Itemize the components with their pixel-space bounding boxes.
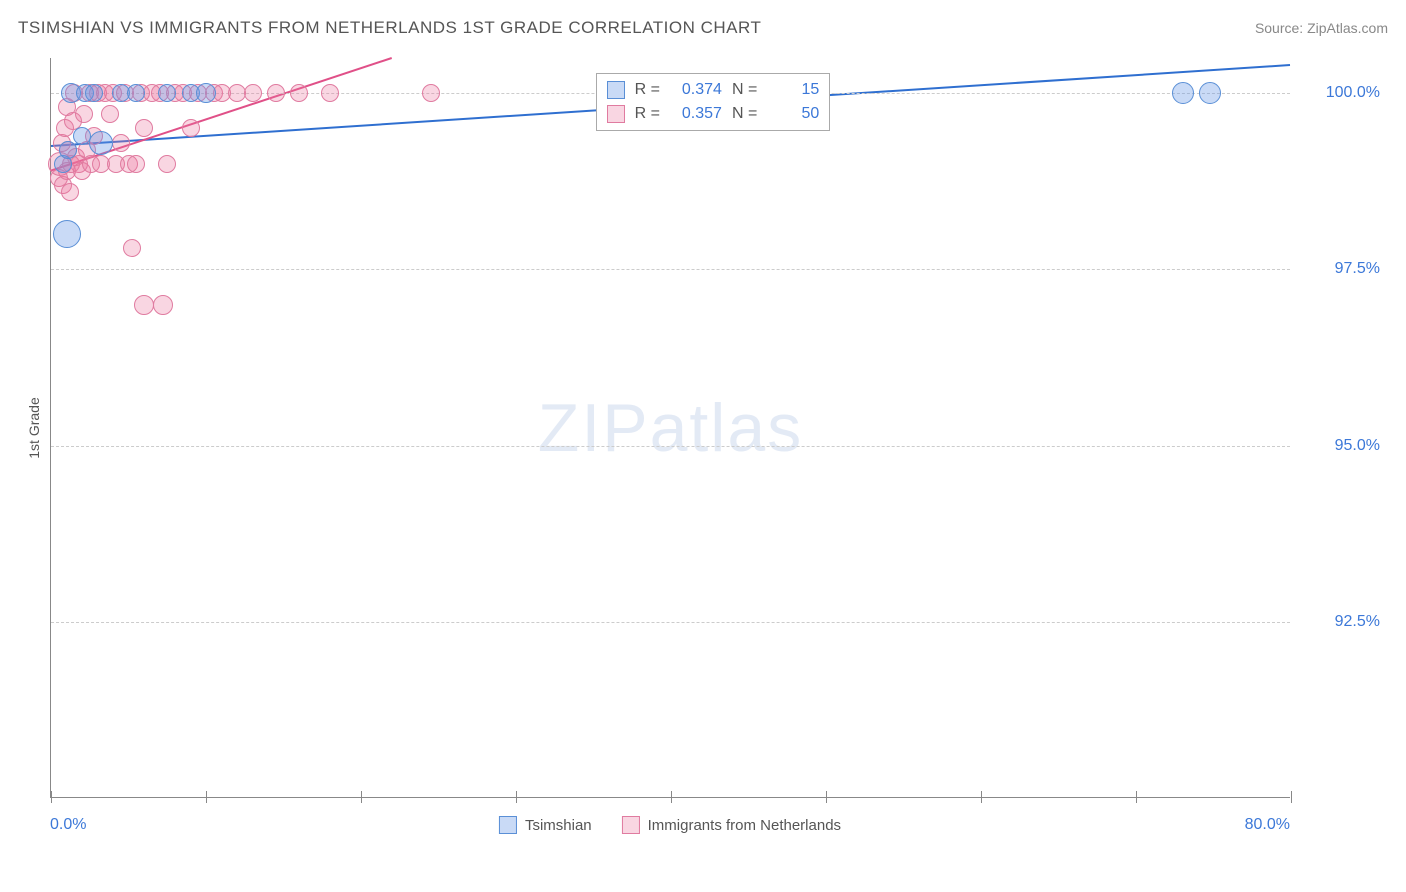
watermark: ZIPatlas	[538, 389, 803, 467]
legend-item: Immigrants from Netherlands	[622, 816, 841, 834]
r-label: R =	[635, 78, 660, 102]
scatter-point	[1199, 82, 1221, 104]
scatter-point	[53, 220, 81, 248]
scatter-point	[182, 119, 200, 137]
scatter-point	[112, 134, 130, 152]
gridline	[51, 622, 1290, 623]
x-tick	[206, 791, 207, 803]
scatter-point	[267, 84, 285, 102]
r-label: R =	[635, 102, 660, 126]
stats-row: R = 0.374 N = 15	[607, 78, 820, 102]
scatter-point	[89, 131, 113, 155]
n-label: N =	[732, 78, 757, 102]
swatch-icon	[607, 81, 625, 99]
swatch-icon	[607, 105, 625, 123]
x-tick	[981, 791, 982, 803]
scatter-point	[158, 155, 176, 173]
x-tick	[51, 791, 52, 803]
stats-row: R = 0.357 N = 50	[607, 102, 820, 126]
trend-lines	[51, 58, 1290, 797]
scatter-point	[422, 84, 440, 102]
legend-label: Immigrants from Netherlands	[648, 817, 841, 834]
n-value: 15	[767, 78, 819, 102]
n-value: 50	[767, 102, 819, 126]
y-tick-label: 92.5%	[1335, 613, 1380, 631]
legend-item: Tsimshian	[499, 816, 592, 834]
x-tick	[516, 791, 517, 803]
scatter-point	[1172, 82, 1194, 104]
scatter-point	[158, 84, 176, 102]
scatter-point	[135, 119, 153, 137]
y-axis-labels: 92.5% 95.0% 97.5% 100.0%	[1300, 58, 1380, 798]
scatter-point	[321, 84, 339, 102]
scatter-point	[134, 295, 154, 315]
y-tick-label: 97.5%	[1335, 260, 1380, 278]
bottom-legend: Tsimshian Immigrants from Netherlands	[499, 816, 841, 834]
stats-box: R = 0.374 N = 15 R = 0.357 N = 50	[596, 73, 831, 131]
scatter-point	[59, 141, 77, 159]
scatter-point	[244, 84, 262, 102]
scatter-point	[153, 295, 173, 315]
x-max-label: 80.0%	[1245, 816, 1290, 834]
x-min-label: 0.0%	[50, 816, 86, 834]
x-tick	[1291, 791, 1292, 803]
scatter-point	[61, 183, 79, 201]
source-label: Source: ZipAtlas.com	[1255, 20, 1388, 36]
y-tick-label: 100.0%	[1326, 84, 1380, 102]
r-value: 0.357	[670, 102, 722, 126]
plot-region: ZIPatlas	[50, 58, 1290, 798]
x-tick	[1136, 791, 1137, 803]
x-tick	[671, 791, 672, 803]
scatter-point	[101, 105, 119, 123]
n-label: N =	[732, 102, 757, 126]
gridline	[51, 446, 1290, 447]
y-tick-label: 95.0%	[1335, 437, 1380, 455]
gridline	[51, 269, 1290, 270]
x-tick	[826, 791, 827, 803]
scatter-point	[85, 84, 103, 102]
scatter-point	[290, 84, 308, 102]
x-tick	[361, 791, 362, 803]
chart-area: 1st Grade ZIPatlas 0.0% 80.0% 92.5%95.0%…	[50, 58, 1290, 798]
scatter-point	[196, 83, 216, 103]
scatter-point	[127, 84, 145, 102]
scatter-point	[123, 239, 141, 257]
chart-title: TSIMSHIAN VS IMMIGRANTS FROM NETHERLANDS…	[18, 18, 761, 38]
swatch-icon	[622, 816, 640, 834]
y-axis-label: 1st Grade	[26, 397, 42, 458]
scatter-point	[127, 155, 145, 173]
scatter-point	[75, 105, 93, 123]
r-value: 0.374	[670, 78, 722, 102]
swatch-icon	[499, 816, 517, 834]
legend-label: Tsimshian	[525, 817, 592, 834]
